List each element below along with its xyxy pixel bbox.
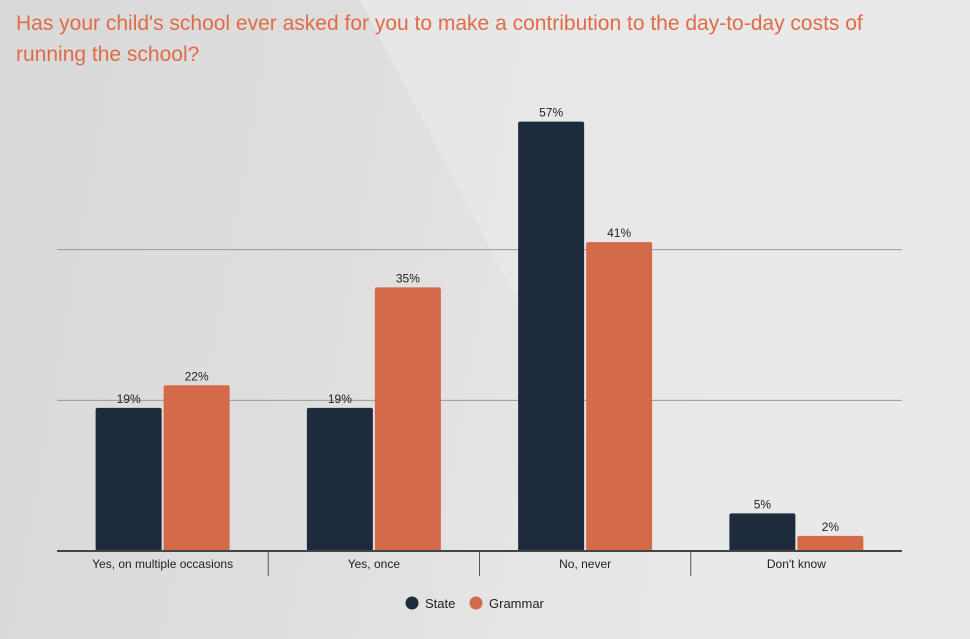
data-label: 19%: [328, 392, 352, 406]
x-tick-label: No, never: [559, 557, 611, 571]
legend-marker-grammar: [469, 596, 483, 610]
x-tick-label: Yes, once: [348, 557, 401, 571]
chart-title: Has your child's school ever asked for y…: [16, 12, 863, 66]
x-tick-label: Yes, on multiple occasions: [92, 557, 233, 571]
bar-grammar: [797, 535, 864, 551]
bar-grammar: [374, 287, 441, 551]
bar-state: [306, 407, 373, 551]
data-label: 2%: [822, 520, 840, 534]
bar-state: [729, 513, 796, 551]
x-tick-label: Don't know: [767, 557, 826, 571]
bar-state: [518, 121, 585, 551]
legend-label: State: [425, 596, 455, 611]
data-label: 19%: [117, 392, 141, 406]
data-label: 35%: [396, 271, 420, 285]
data-label: 5%: [754, 497, 772, 511]
data-label: 57%: [539, 106, 563, 120]
legend-label: Grammar: [489, 596, 545, 611]
legend-marker-state: [405, 596, 419, 610]
data-label: 22%: [185, 369, 209, 383]
bar-grammar: [163, 385, 230, 551]
bar-grammar: [586, 242, 653, 551]
data-label: 41%: [607, 226, 631, 240]
bar-state: [95, 407, 162, 551]
